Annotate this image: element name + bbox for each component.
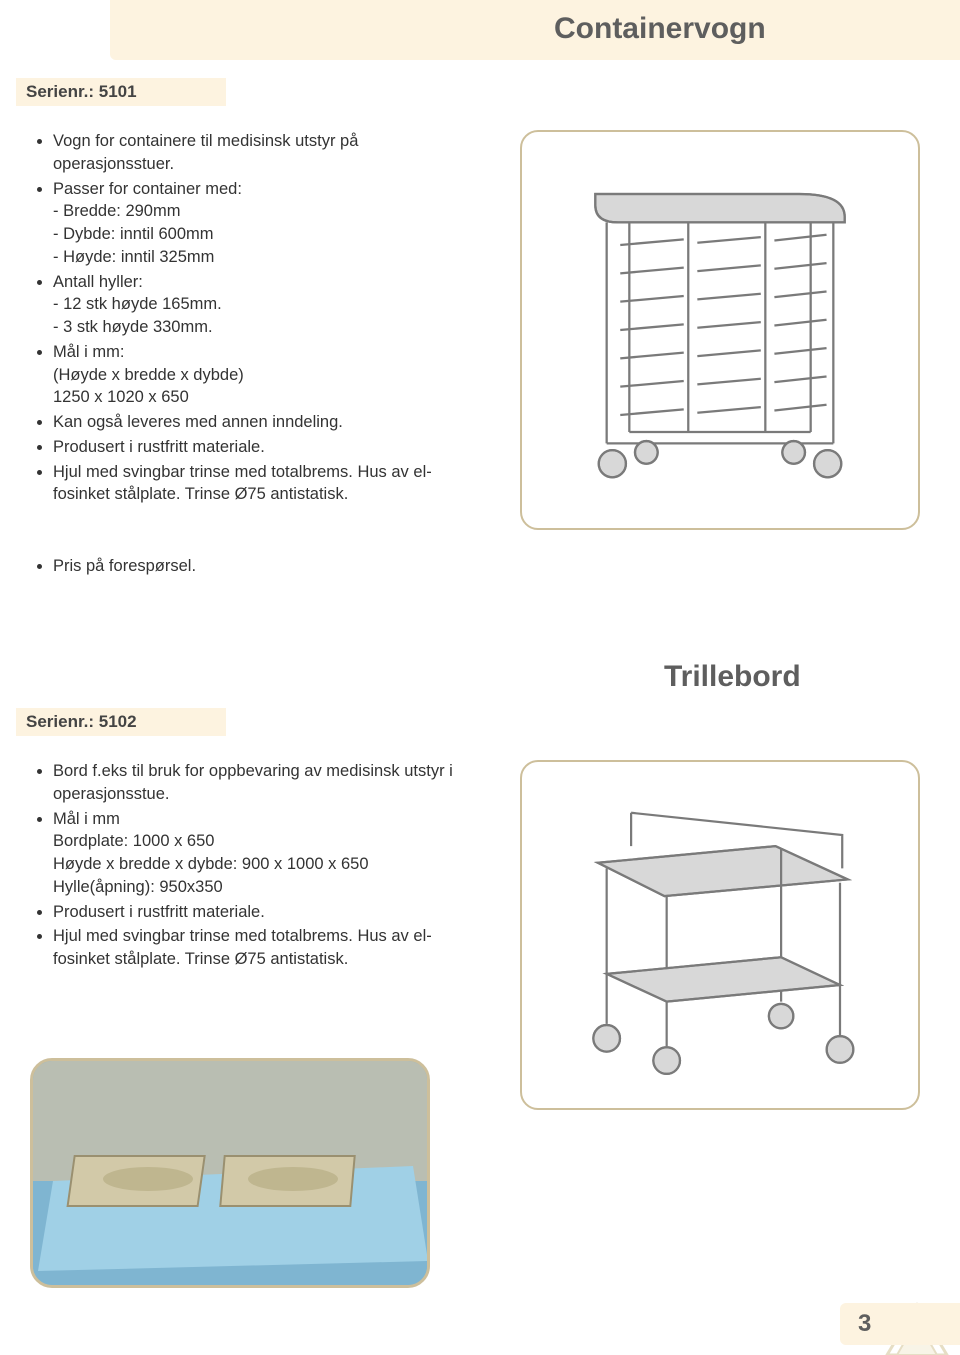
header-tab-bg xyxy=(110,0,960,60)
spec-item: Mål i mm:(Høyde x bredde x dybde)1250 x … xyxy=(53,341,458,409)
spec-item-price: Pris på forespørsel. xyxy=(53,555,458,578)
spec-list-5101-price: Pris på forespørsel. xyxy=(28,555,458,580)
page-number-tab: 3 xyxy=(840,1303,960,1345)
spec-list-5102: Bord f.eks til bruk for oppbevaring av m… xyxy=(28,760,458,973)
spec-item: Bord f.eks til bruk for oppbevaring av m… xyxy=(53,760,458,806)
spec-item: Antall hyller:- 12 stk høyde 165mm.- 3 s… xyxy=(53,271,458,339)
spec-item: Passer for container med:- Bredde: 290mm… xyxy=(53,178,458,269)
diagram-containervogn xyxy=(520,130,920,530)
spec-item: Vogn for containere til medisinsk utstyr… xyxy=(53,130,458,176)
spec-item: Hjul med svingbar trinse med totalbrems.… xyxy=(53,925,458,971)
containervogn-illustration xyxy=(550,160,890,500)
spec-list-5101: Vogn for containere til medisinsk utstyr… xyxy=(28,130,458,508)
product-title-trillebord: Trillebord xyxy=(664,660,801,694)
spec-item: Kan også leveres med annen inndeling. xyxy=(53,411,458,434)
page-number: 3 xyxy=(858,1310,871,1338)
diagram-trillebord xyxy=(520,760,920,1110)
photo-surgical-table xyxy=(30,1058,430,1288)
spec-item: Produsert i rustfritt materiale. xyxy=(53,901,458,924)
product-title-containervogn: Containervogn xyxy=(554,12,766,46)
trillebord-illustration xyxy=(550,785,890,1085)
spec-item: Produsert i rustfritt materiale. xyxy=(53,436,458,459)
spec-item: Hjul med svingbar trinse med totalbrems.… xyxy=(53,461,458,507)
serial-label-5101: Serienr.: 5101 xyxy=(16,78,226,106)
spec-item: Mål i mmBordplate: 1000 x 650Høyde x bre… xyxy=(53,808,458,899)
serial-label-5102: Serienr.: 5102 xyxy=(16,708,226,736)
